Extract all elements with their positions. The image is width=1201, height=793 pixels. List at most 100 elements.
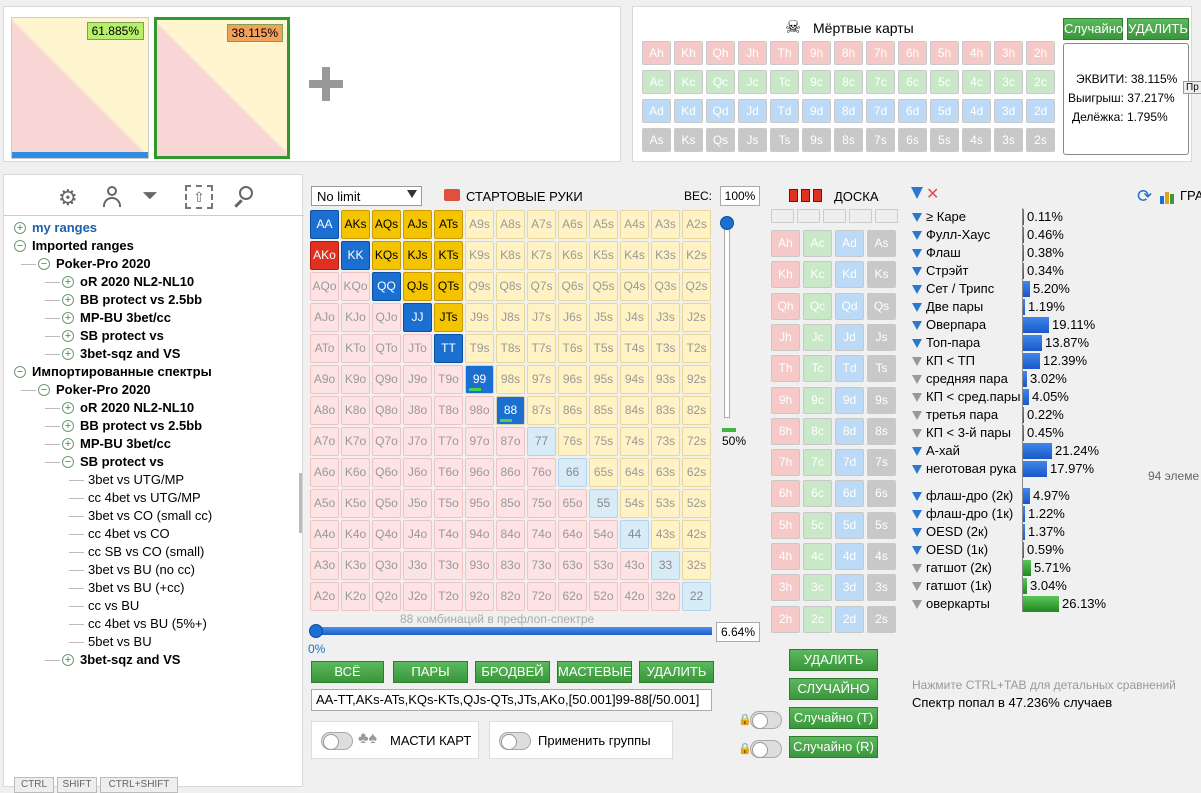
hand-cell[interactable]: 73s [651,427,680,456]
expand-icon[interactable]: + [62,438,74,450]
hand-cell[interactable]: 64o [558,520,587,549]
hand-cell[interactable]: K7o [341,427,370,456]
dead-card[interactable]: 8c [834,70,863,94]
lock-toggle[interactable] [750,740,782,758]
hand-cell[interactable]: T7o [434,427,463,456]
dead-card[interactable]: Ks [674,128,703,152]
expand-icon[interactable]: + [62,312,74,324]
hand-cell[interactable]: 84s [620,396,649,425]
hand-cell[interactable]: T3o [434,551,463,580]
board-card[interactable]: 6h [771,480,800,508]
hand-cell[interactable]: J6o [403,458,432,487]
hand-cell[interactable]: J2s [682,303,711,332]
stat-label[interactable]: флаш-дро (2к) [912,487,1013,505]
board-slot[interactable] [771,209,794,223]
dead-card[interactable]: Qd [706,99,735,123]
hand-cell[interactable]: K9o [341,365,370,394]
dead-card[interactable]: Kh [674,41,703,65]
dead-card[interactable]: 4c [962,70,991,94]
expand-icon[interactable]: + [14,222,26,234]
board-card[interactable]: Ac [803,230,832,257]
dead-card[interactable]: 3c [994,70,1023,94]
hand-cell[interactable]: J9o [403,365,432,394]
stat-label[interactable]: третья пара [912,406,998,424]
board-card[interactable]: 3h [771,574,800,602]
board-card[interactable]: 8c [803,417,832,445]
hand-cell[interactable]: 72s [682,427,711,456]
dead-card[interactable]: 5d [930,99,959,123]
hand-cell[interactable]: AQs [372,210,401,239]
stat-label[interactable]: Две пары [912,298,983,316]
dead-card[interactable]: Jh [738,41,767,65]
board-card[interactable]: 7s [867,449,896,477]
hand-cell[interactable]: K2s [682,241,711,270]
hand-cell[interactable]: J7s [527,303,556,332]
dead-card[interactable]: 6c [898,70,927,94]
dead-card[interactable]: Td [770,99,799,123]
dead-card[interactable]: 7c [866,70,895,94]
dead-card[interactable]: 3h [994,41,1023,65]
hand-cell[interactable]: Q6o [372,458,401,487]
tree-item[interactable]: 3bet vs BU (no cc) [88,562,195,577]
hand-cell[interactable]: 85o [496,489,525,518]
hand-cell[interactable]: 94o [465,520,494,549]
hand-cell[interactable]: 54s [620,489,649,518]
hand-cell[interactable]: 62s [682,458,711,487]
hand-cell[interactable]: T6o [434,458,463,487]
stat-label[interactable]: OESD (1к) [912,541,988,559]
hand-cell[interactable]: 86s [558,396,587,425]
hand-cell[interactable]: 87o [496,427,525,456]
tree-item[interactable]: Poker-Pro 2020 [56,382,151,397]
groups-toggle[interactable] [499,732,531,750]
hand-cell[interactable]: Q4s [620,272,649,301]
hand-cell[interactable]: KJs [403,241,432,270]
hand-cell[interactable]: K4s [620,241,649,270]
hand-cell[interactable]: 32o [651,582,680,611]
hand-cell[interactable]: Q9o [372,365,401,394]
hand-cell[interactable]: 65o [558,489,587,518]
hand-cell[interactable]: 65s [589,458,618,487]
board-card[interactable]: 9c [803,386,832,414]
hand-cell[interactable]: J8s [496,303,525,332]
hand-cell[interactable]: A7o [310,427,339,456]
tree-scroll-handle[interactable] [299,473,302,533]
hand-cell[interactable]: 76s [558,427,587,456]
tree-item[interactable]: MP-BU 3bet/cc [80,436,172,451]
hand-cell[interactable]: 43s [651,520,680,549]
tree-item[interactable]: 3bet vs UTG/MP [88,472,185,487]
dead-card[interactable]: Ah [642,41,671,65]
tree-item[interactable]: 5bet vs BU [88,634,152,649]
board-slot[interactable] [797,209,820,223]
dead-card[interactable]: Th [770,41,799,65]
hand-cell[interactable]: Q3s [651,272,680,301]
board-slot[interactable] [875,209,898,223]
stat-label[interactable]: оверкарты [912,595,990,613]
hand-cell[interactable]: 63o [558,551,587,580]
hand-cell[interactable]: K8o [341,396,370,425]
hand-cell[interactable]: 63s [651,458,680,487]
hand-cell[interactable]: J3o [403,551,432,580]
hand-cell[interactable]: K6s [558,241,587,270]
stat-label[interactable]: А-хай [912,442,960,460]
tree-item[interactable]: Imported ranges [32,238,134,253]
hand-cell[interactable]: 92o [465,582,494,611]
hand-cell[interactable]: Q5s [589,272,618,301]
weight-slider-handle[interactable] [720,216,734,230]
hand-cell[interactable]: Q6s [558,272,587,301]
expand-icon[interactable]: + [62,348,74,360]
hand-cell[interactable]: T5s [589,334,618,363]
board-card[interactable]: Ks [867,261,896,289]
hand-cell[interactable]: Q8o [372,396,401,425]
side-tab[interactable]: Пр [1183,81,1201,94]
stat-label[interactable]: OESD (2к) [912,523,988,541]
lock-toggle[interactable] [750,711,782,729]
hand-cell[interactable]: J4o [403,520,432,549]
hand-cell[interactable]: QQ [372,272,401,301]
tree-item[interactable]: cc SB vs CO (small) [88,544,205,559]
hand-cell[interactable]: 84o [496,520,525,549]
hand-cell[interactable]: AJs [403,210,432,239]
weight-slider[interactable] [724,222,730,418]
hand-cell[interactable]: A8o [310,396,339,425]
board-card[interactable]: 2h [771,605,800,633]
hand-cell[interactable]: A5s [589,210,618,239]
